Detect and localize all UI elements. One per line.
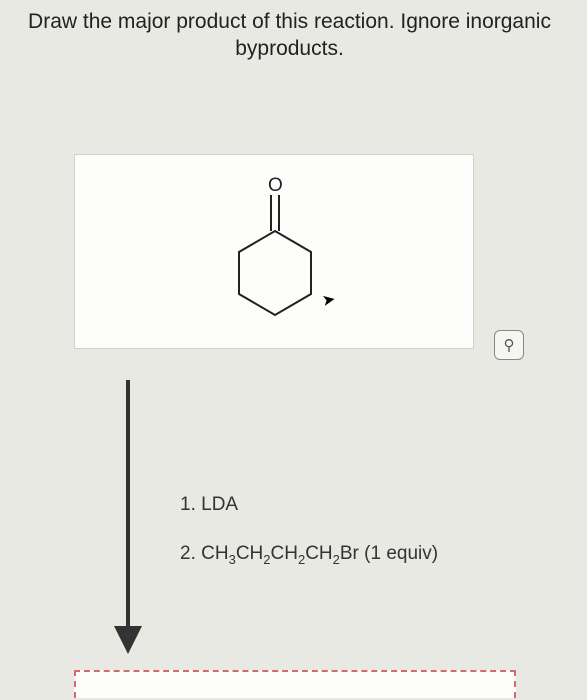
arrow-shaft (126, 380, 130, 630)
reagent-list: 1. LDA 2. CH3CH2CH2CH2Br (1 equiv) (180, 480, 438, 579)
reaction-arrow-block: 1. LDA 2. CH3CH2CH2CH2Br (1 equiv) (96, 380, 516, 660)
cyclohexanone-structure: O (205, 173, 355, 338)
question-header: Draw the major product of this reaction.… (0, 0, 587, 67)
question-line-1: Draw the major product of this reaction.… (4, 8, 575, 35)
product-answer-canvas[interactable] (74, 670, 516, 698)
cyclohexane-ring (239, 231, 311, 315)
reagent-step-2: 2. CH3CH2CH2CH2Br (1 equiv) (180, 529, 438, 578)
oxygen-label: O (268, 175, 283, 196)
zoom-button[interactable]: ⚲ (494, 330, 524, 360)
reagent-step-1: 1. LDA (180, 480, 438, 529)
zoom-icon: ⚲ (504, 336, 515, 354)
starting-material-canvas[interactable]: O (74, 154, 474, 349)
question-line-2: byproducts. (4, 35, 575, 62)
arrow-head-icon (114, 626, 142, 654)
